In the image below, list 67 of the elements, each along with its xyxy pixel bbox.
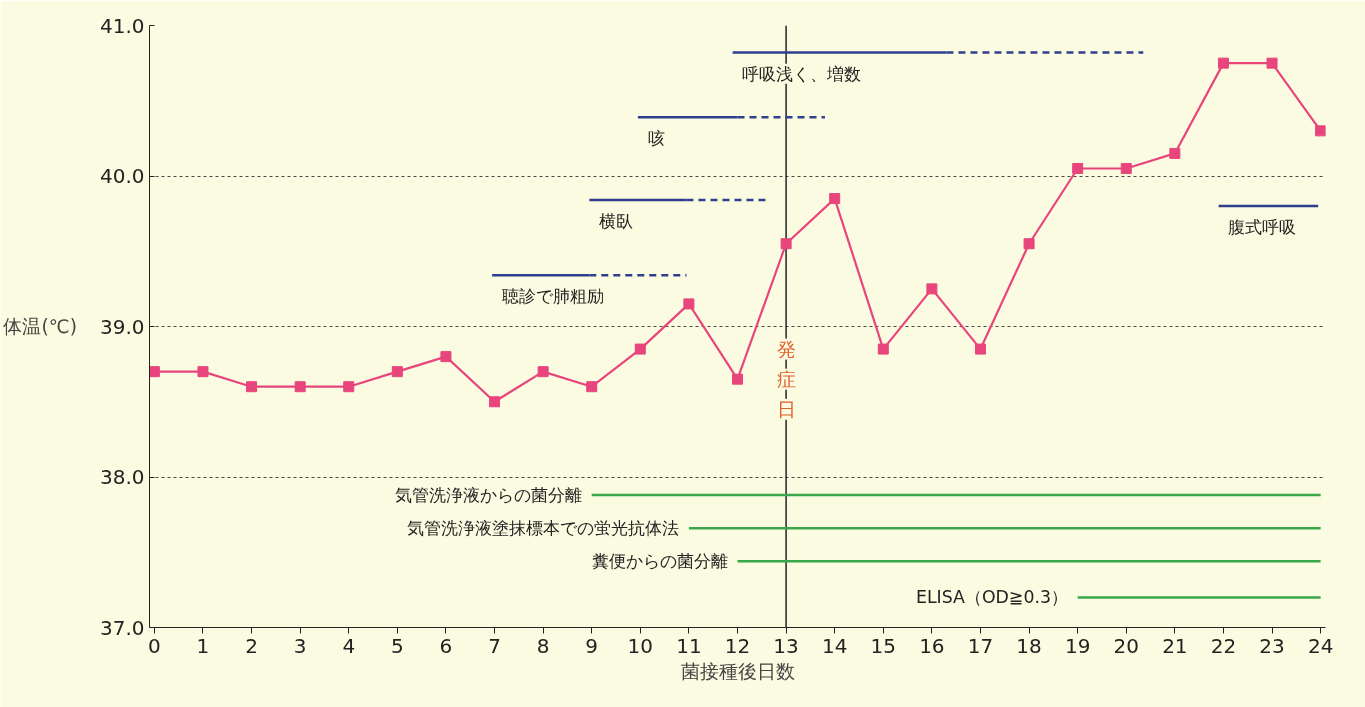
- x-tick-label: 8: [536, 633, 550, 658]
- y-tick-label: 37.0: [99, 615, 145, 640]
- point: [780, 238, 792, 250]
- x-tick-label: 7: [488, 633, 501, 658]
- point: [877, 343, 889, 355]
- series-label: 咳: [647, 128, 665, 149]
- y-tick-label: 40.0: [99, 164, 145, 188]
- point: [537, 366, 549, 378]
- x-tick-label: 15: [870, 633, 897, 658]
- point: [1169, 147, 1181, 159]
- x-tick-label: 3: [293, 633, 307, 658]
- point: [1023, 238, 1035, 250]
- y-tick-label: 39.0: [99, 314, 145, 339]
- x-tick-label: 11: [676, 633, 702, 658]
- x-tick-label: 12: [724, 633, 751, 658]
- point: [1266, 57, 1278, 69]
- series-label: 気管洗浄液からの菌分離: [395, 485, 582, 506]
- point: [1315, 125, 1326, 137]
- x-tick-label: 9: [585, 633, 599, 658]
- point: [489, 396, 501, 408]
- point: [1217, 57, 1229, 69]
- point: [829, 193, 841, 205]
- x-tick-label: 20: [1113, 633, 1139, 658]
- x-tick-label: 0: [148, 633, 161, 658]
- x-tick-label: 19: [1064, 633, 1091, 658]
- x-axis-title: 菌接種後日数: [680, 660, 795, 682]
- point: [974, 343, 986, 355]
- x-tick-label: 13: [773, 633, 799, 658]
- series-label: 腹式呼吸: [1228, 217, 1297, 238]
- series-label: 呼吸浅く、増数: [742, 63, 862, 84]
- point: [586, 381, 598, 393]
- point: [197, 366, 209, 378]
- y-tick-label: 41.0: [99, 13, 145, 38]
- x-tick-label: 22: [1210, 633, 1237, 658]
- point: [246, 381, 258, 393]
- y-axis-title: 体温(℃): [3, 316, 77, 337]
- y-tick-label: 38.0: [99, 465, 145, 489]
- series-label: 気管洗浄液塗抹標本での蛍光抗体法: [407, 518, 680, 539]
- series-label: ELISA（OD≧0.3）: [916, 587, 1068, 608]
- x-tick-label: 17: [967, 633, 994, 658]
- point: [1072, 162, 1084, 174]
- point: [683, 298, 695, 310]
- ref-line-label: 発症日: [776, 338, 796, 420]
- point: [294, 381, 306, 393]
- point: [926, 283, 938, 295]
- point: [343, 381, 355, 393]
- point: [391, 366, 403, 378]
- x-tick-label: 4: [342, 633, 356, 658]
- x-tick-label: 1: [196, 633, 210, 658]
- x-tick-label: 14: [821, 633, 848, 658]
- x-tick-label: 23: [1259, 633, 1285, 658]
- x-tick-label: 16: [919, 633, 945, 658]
- x-tick-label: 6: [439, 633, 453, 658]
- x-tick-label: 5: [390, 633, 404, 658]
- series-label: 聴診で肺粗励: [501, 286, 604, 307]
- point: [149, 366, 160, 378]
- point: [1120, 162, 1132, 174]
- point: [440, 351, 452, 363]
- x-tick-label: 24: [1307, 633, 1334, 658]
- x-tick-label: 18: [1016, 633, 1042, 658]
- x-tick-label: 10: [627, 633, 654, 658]
- point: [732, 373, 743, 385]
- point: [634, 343, 646, 355]
- series-label: 糞便からの菌分離: [591, 551, 728, 572]
- x-tick-label: 21: [1162, 633, 1188, 658]
- x-tick-label: 2: [245, 633, 258, 658]
- series-label: 横臥: [599, 211, 633, 232]
